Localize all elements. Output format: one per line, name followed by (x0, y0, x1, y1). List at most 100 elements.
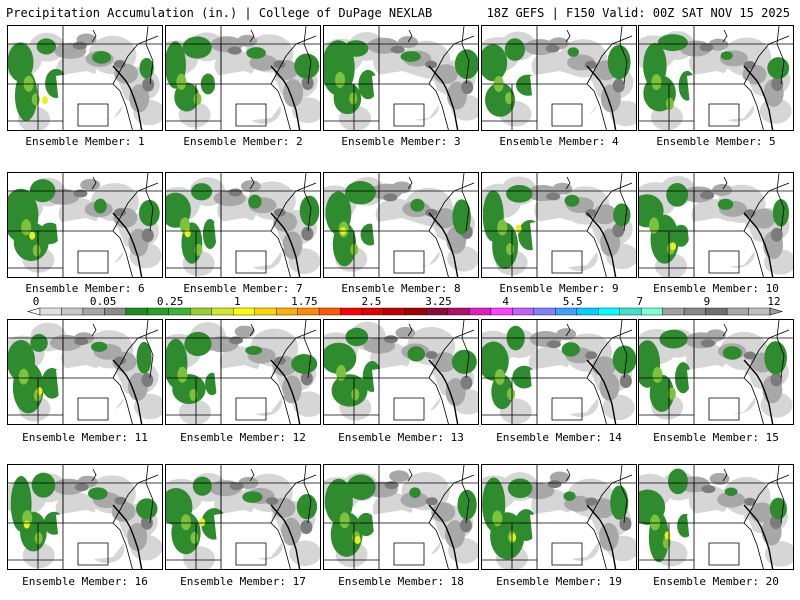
member-map-13 (323, 319, 479, 425)
state-borders (482, 320, 636, 424)
colorbar-swatch (82, 307, 105, 316)
river-line (586, 65, 617, 130)
heavy-precip-area (166, 183, 320, 264)
member-label: Ensemble Member: 18 (338, 575, 464, 588)
member-map-11 (7, 319, 163, 425)
river-line (428, 65, 459, 130)
colorbar-swatch (533, 307, 556, 316)
colorbar-swatch (447, 307, 470, 316)
river-line (112, 212, 143, 277)
colorbar-swatch (512, 307, 535, 316)
colorbar-swatch (361, 307, 384, 316)
colorbar-swatch (662, 307, 685, 316)
colorbar-swatch (147, 307, 170, 316)
state-borders (166, 320, 320, 424)
colorbar-swatch (39, 307, 62, 316)
member-label: Ensemble Member: 13 (338, 431, 464, 444)
member-label: Ensemble Member: 10 (653, 282, 779, 295)
member-label: Ensemble Member: 17 (180, 575, 306, 588)
river-line (743, 504, 774, 569)
colorbar-swatch (404, 307, 427, 316)
member-map-14 (481, 319, 637, 425)
river-line (270, 359, 301, 424)
member-map-8 (323, 172, 479, 278)
heavy-precip-area (324, 327, 477, 407)
heavy-precip-area (639, 182, 790, 264)
member-label: Ensemble Member: 7 (183, 282, 303, 295)
heavy-precip-area (639, 468, 787, 563)
colorbar-swatch (576, 307, 599, 316)
state-borders (482, 173, 636, 277)
heavy-precip-area (639, 329, 787, 412)
colorbar-min-arrow (26, 307, 41, 316)
river-line (743, 359, 774, 424)
colorbar-swatch (490, 307, 513, 316)
member-label: Ensemble Member: 3 (341, 135, 461, 148)
member-label: Ensemble Member: 4 (499, 135, 619, 148)
colorbar-swatch (61, 307, 84, 316)
member-label: Ensemble Member: 20 (653, 575, 779, 588)
colorbar-tick-label: 0 (33, 295, 40, 308)
river-line (586, 359, 617, 424)
state-borders (166, 465, 320, 569)
state-borders (324, 26, 478, 130)
state-borders (166, 173, 320, 277)
colorbar-swatch (555, 307, 577, 316)
moderate-precip-area (213, 180, 314, 260)
colorbar-tick-label: 3.25 (425, 295, 452, 308)
map-title: Precipitation Accumulation (in.) | Colle… (6, 6, 433, 20)
member-label: Ensemble Member: 19 (496, 575, 622, 588)
river-line (743, 212, 774, 277)
river-line (428, 504, 459, 569)
colorbar-tick-label: 7 (637, 295, 644, 308)
colorbar-tick-label: 5.5 (563, 295, 583, 308)
colorbar-tick-label: 12 (767, 295, 780, 308)
heavy-precip-area (482, 477, 629, 560)
colorbar-swatch (104, 307, 127, 316)
state-borders (482, 465, 636, 569)
member-label: Ensemble Member: 16 (22, 575, 148, 588)
colorbar-max-arrow (769, 307, 784, 316)
colorbar-swatch (168, 307, 191, 316)
member-map-4 (481, 25, 637, 131)
colorbar-tick-label: 0.25 (157, 295, 184, 308)
state-borders (639, 320, 793, 424)
member-map-6 (7, 172, 163, 278)
state-borders (639, 26, 793, 130)
member-label: Ensemble Member: 11 (22, 431, 148, 444)
state-borders (324, 465, 478, 569)
colorbar-swatch (619, 307, 642, 316)
state-borders (8, 320, 162, 424)
state-borders (482, 26, 636, 130)
river-line (112, 65, 143, 130)
precipitation-colorbar: 0 0.05 0.25 1 1.75 2.5 3.25 4 5.5 7 9 12 (26, 295, 784, 316)
member-map-16 (7, 464, 163, 570)
member-map-12 (165, 319, 321, 425)
member-map-19 (481, 464, 637, 570)
member-label: Ensemble Member: 5 (656, 135, 776, 148)
colorbar-swatch (233, 307, 255, 316)
member-label: Ensemble Member: 14 (496, 431, 622, 444)
state-borders (639, 465, 793, 569)
colorbar-swatch (640, 307, 663, 316)
member-map-10 (638, 172, 794, 278)
member-label: Ensemble Member: 12 (180, 431, 306, 444)
river-line (743, 65, 774, 130)
member-label: Ensemble Member: 2 (183, 135, 303, 148)
heavy-precip-area (482, 185, 631, 270)
member-map-18 (323, 464, 479, 570)
state-borders (8, 465, 162, 569)
colorbar-swatch (297, 307, 320, 316)
heavy-precip-area (482, 325, 636, 410)
colorbar-swatch (275, 307, 298, 316)
member-map-20 (638, 464, 794, 570)
member-label: Ensemble Member: 8 (341, 282, 461, 295)
member-map-3 (323, 25, 479, 131)
state-borders (639, 173, 793, 277)
member-label: Ensemble Member: 9 (499, 282, 619, 295)
heavy-precip-area (8, 38, 154, 121)
river-line (428, 212, 459, 277)
member-map-9 (481, 172, 637, 278)
moderate-precip-area (210, 34, 314, 108)
colorbar-tick-label: 1 (234, 295, 241, 308)
